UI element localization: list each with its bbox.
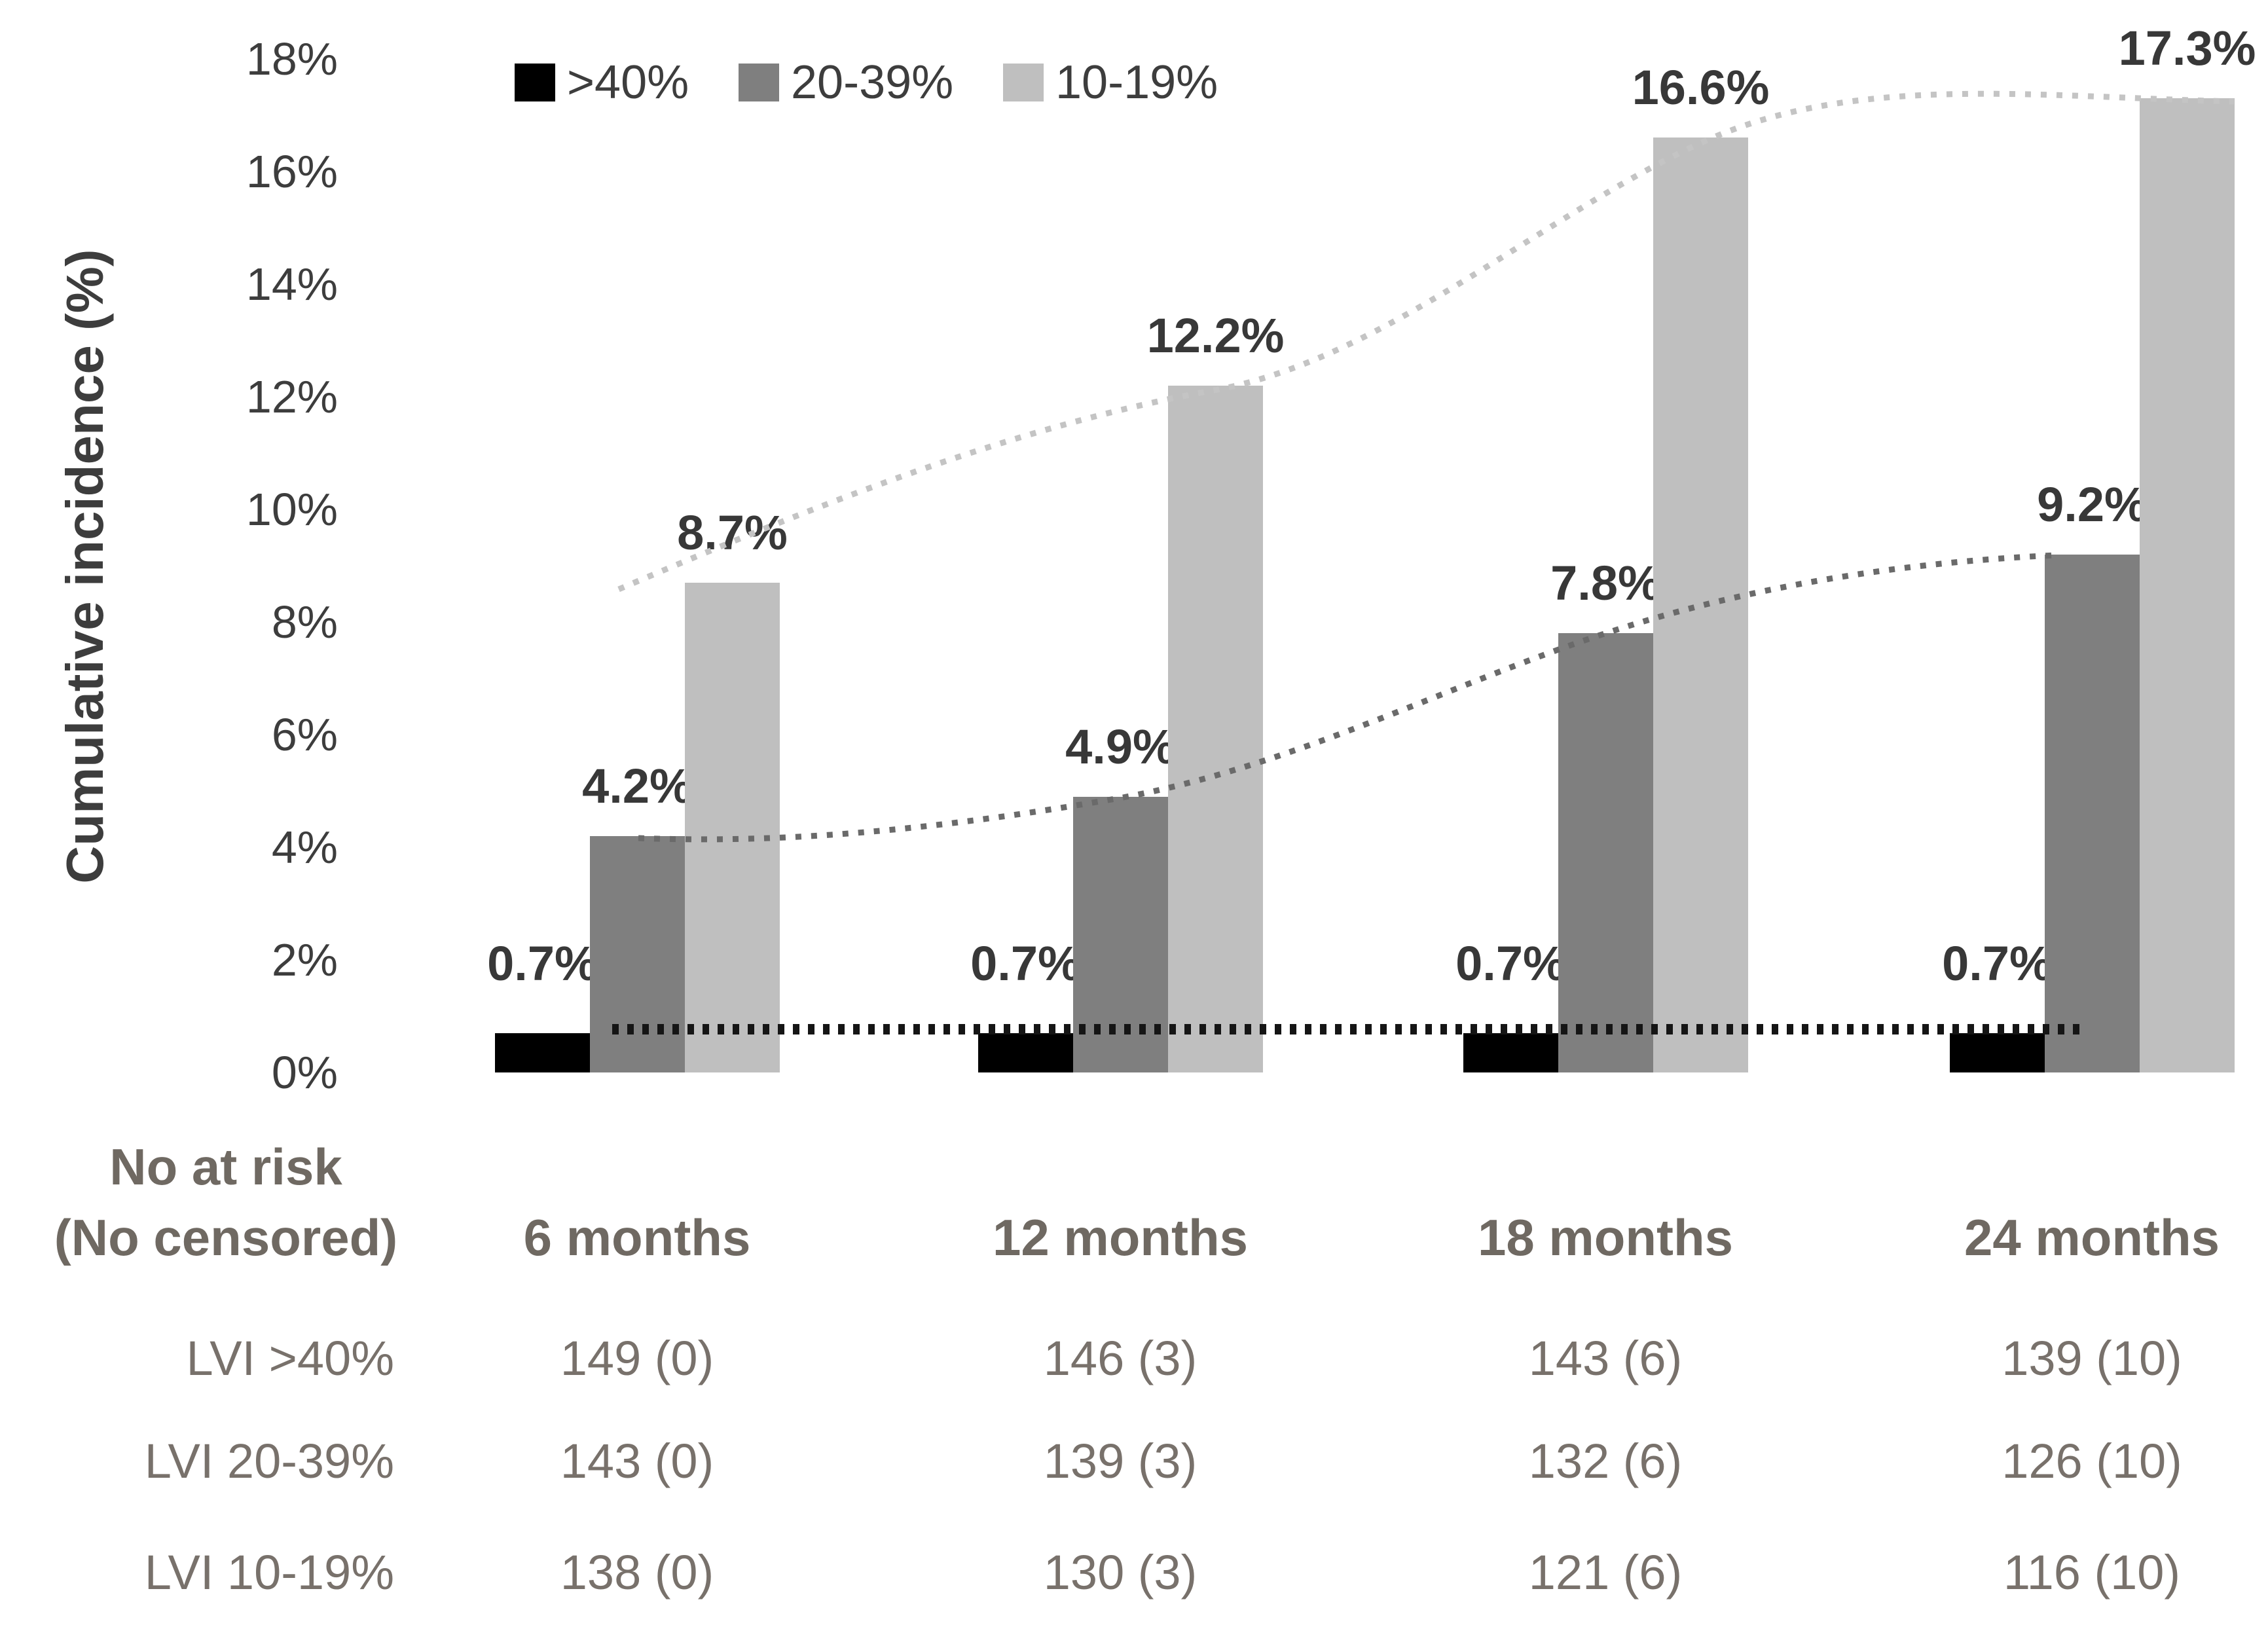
table-cell: 143 (6) [1528,1331,1683,1385]
risk-table-header-line2: (No censored) [54,1209,398,1266]
bar-40-12-months [978,1033,1073,1072]
value-label: 16.6% [1632,60,1770,115]
y-tick-2%: 2% [271,934,338,985]
y-tick-4%: 4% [271,822,338,873]
y-tick-8%: 8% [271,596,338,648]
table-cell: 138 (0) [560,1545,714,1600]
bar-10-19-6-months [685,583,780,1072]
bar-20-39-12-months [1073,797,1168,1072]
y-tick-18%: 18% [246,33,338,84]
bar-40-6-months [495,1033,590,1072]
bar-10-19-12-months [1168,386,1263,1072]
column-header-24-months: 24 months [1964,1209,2220,1266]
table-cell: 146 (3) [1043,1331,1198,1385]
bar-20-39-6-months [590,836,685,1072]
value-label: 0.7% [487,936,598,991]
table-cell: 121 (6) [1528,1545,1683,1600]
table-cell: 143 (0) [560,1434,714,1488]
table-cell: 126 (10) [2002,1434,2182,1488]
value-label: 12.2% [1146,308,1285,363]
row-label-lvi-20-39: LVI 20-39% [144,1434,394,1488]
y-tick-16%: 16% [246,146,338,197]
row-label-lvi-gt40: LVI >40% [186,1331,394,1385]
bar-40-24-months [1950,1033,2045,1072]
column-header-18-months: 18 months [1477,1209,1734,1266]
table-cell: 149 (0) [560,1331,714,1385]
y-tick-6%: 6% [271,709,338,760]
table-cell: 139 (3) [1043,1434,1198,1488]
y-tick-14%: 14% [246,259,338,310]
value-label: 0.7% [970,936,1081,991]
row-label-lvi-10-19: LVI 10-19% [144,1545,394,1600]
value-label: 0.7% [1942,936,2053,991]
value-label: 17.3% [2118,21,2256,75]
legend-swatch-gt40 [515,64,555,101]
table-cell: 116 (10) [2003,1545,2181,1600]
bar-10-19-18-months [1653,137,1748,1072]
risk-table-header-line1: No at risk [109,1138,342,1196]
bar-20-39-18-months [1558,633,1653,1072]
y-tick-0%: 0% [271,1047,338,1098]
value-label: 0.7% [1455,936,1566,991]
y-tick-10%: 10% [246,484,338,535]
bar-40-18-months [1463,1033,1558,1072]
table-cell: 132 (6) [1528,1434,1683,1488]
column-header-6-months: 6 months [523,1209,751,1266]
table-cell: 139 (10) [2002,1331,2182,1385]
y-tick-12%: 12% [246,371,338,422]
value-label: 8.7% [677,505,788,560]
bar-20-39-24-months [2045,555,2140,1072]
table-cell: 130 (3) [1043,1545,1198,1600]
bar-10-19-24-months [2140,98,2235,1072]
column-header-12-months: 12 months [992,1209,1249,1266]
